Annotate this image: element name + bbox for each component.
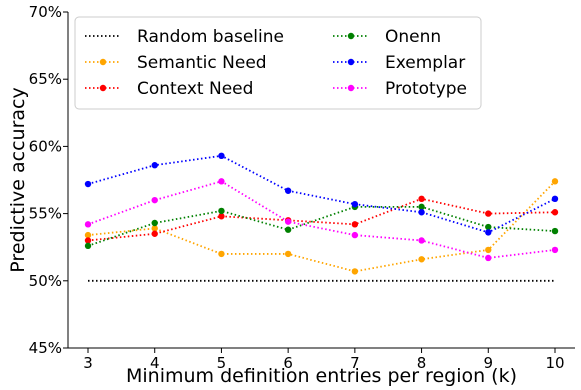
legend-marker: [99, 84, 107, 92]
series-line: [87, 180, 556, 259]
data-point: [485, 254, 492, 262]
data-point: [151, 162, 158, 169]
legend-item-context-need: Context Need: [85, 79, 253, 99]
x-tick-label: 4: [150, 354, 160, 372]
series-line: [87, 154, 556, 234]
series-line: [87, 197, 556, 242]
data-point: [84, 221, 92, 228]
legend-label: Context Need: [137, 79, 253, 99]
data-point: [84, 180, 92, 188]
legend-marker: [347, 58, 355, 66]
x-tick-label: 3: [83, 354, 93, 372]
legend-marker: [347, 84, 355, 92]
data-point: [151, 219, 158, 227]
data-point: [284, 218, 292, 225]
data-point: [84, 237, 92, 244]
legend-item-onenn: Onenn: [333, 27, 441, 47]
legend-item-semantic-need: Semantic Need: [85, 53, 267, 73]
legend-box: [74, 16, 482, 110]
y-tick-label: 60%: [29, 137, 62, 155]
data-point: [284, 250, 292, 258]
series-prototype: [84, 178, 559, 262]
legend-label: Random baseline: [137, 27, 284, 47]
data-point: [485, 210, 492, 217]
data-point: [218, 250, 225, 258]
data-point: [485, 246, 492, 254]
x-axis-label: Minimum definition entries per region (k…: [126, 365, 517, 387]
x-tick-label: 7: [350, 354, 360, 372]
legend-label: Semantic Need: [137, 53, 267, 73]
y-tick-label: 70%: [29, 3, 62, 21]
series-line: [87, 180, 556, 273]
y-tick-label: 55%: [29, 205, 62, 223]
data-point: [218, 207, 225, 215]
y-axis-label: Predictive accuracy: [7, 87, 29, 272]
legend-item-exemplar: Exemplar: [333, 53, 465, 73]
data-point: [284, 187, 292, 194]
x-tick-label: 6: [283, 354, 293, 372]
y-tick-label: 65%: [29, 70, 62, 88]
data-point: [485, 229, 492, 236]
data-point: [351, 268, 359, 275]
data-point: [151, 230, 158, 237]
y-tick-label: 50%: [29, 272, 62, 290]
x-tick-label: 8: [417, 354, 427, 372]
x-tick-label: 9: [484, 354, 494, 372]
legend-marker: [99, 58, 107, 66]
data-point: [485, 223, 492, 231]
data-point: [151, 196, 158, 204]
data-point: [551, 195, 559, 203]
chart-series: [84, 152, 559, 282]
series-exemplar: [84, 152, 559, 236]
data-point: [84, 242, 92, 250]
data-point: [84, 231, 92, 239]
chart-legend: Random baseline Semantic Need Context Need…: [74, 16, 482, 110]
chart-axes: 45% 50% 55% 60% 65% 70% 3 4 5 6 7 8 9 10: [29, 3, 575, 372]
legend-item-random-baseline: Random baseline: [85, 27, 284, 47]
data-point: [218, 213, 225, 220]
data-point: [284, 226, 292, 233]
legend-item-prototype: Prototype: [333, 79, 467, 99]
legend-marker: [347, 32, 355, 40]
data-point: [418, 237, 425, 244]
data-point: [551, 246, 559, 254]
data-point: [551, 178, 559, 185]
legend-label: Onenn: [385, 27, 441, 47]
data-point: [418, 203, 425, 211]
data-point: [418, 256, 425, 263]
data-point: [351, 221, 359, 228]
x-tick-label: 10: [545, 354, 564, 372]
data-point: [418, 195, 425, 203]
data-point: [418, 209, 425, 216]
x-tick-label: 5: [217, 354, 227, 372]
data-point: [551, 227, 559, 235]
data-point: [151, 225, 158, 232]
legend-label: Exemplar: [385, 53, 465, 73]
y-tick-label: 45%: [29, 339, 62, 357]
data-point: [351, 200, 359, 208]
data-point: [218, 152, 225, 160]
data-point: [351, 231, 359, 239]
data-point: [551, 209, 559, 216]
series-line: [87, 205, 556, 247]
data-point: [218, 178, 225, 185]
legend-label: Prototype: [385, 79, 467, 99]
series-semantic-need: [84, 178, 559, 275]
